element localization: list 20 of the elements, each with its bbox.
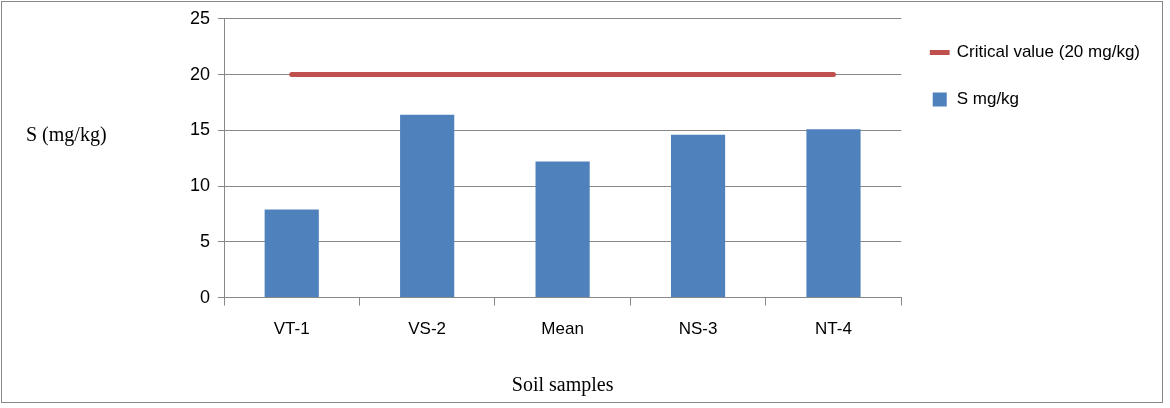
bar bbox=[535, 161, 590, 298]
bar bbox=[806, 129, 861, 298]
x-tick-label: NT-4 bbox=[815, 319, 852, 339]
y-tick-label: 25 bbox=[189, 7, 210, 28]
y-tick-label: 20 bbox=[189, 63, 210, 84]
y-tick-label: 0 bbox=[199, 286, 210, 307]
y-tick-label: 5 bbox=[199, 230, 210, 251]
y-tick-label: 15 bbox=[189, 119, 210, 140]
x-tick-label: Mean bbox=[541, 319, 584, 339]
x-tick-label: VS-2 bbox=[408, 319, 447, 339]
y-tick-label: 10 bbox=[189, 175, 210, 196]
x-tick-label: VT-1 bbox=[273, 319, 310, 339]
x-axis-title: Soil samples bbox=[511, 373, 614, 397]
bar bbox=[670, 134, 726, 298]
bar bbox=[400, 114, 455, 298]
bar bbox=[264, 209, 319, 298]
x-tick-label: NS-3 bbox=[678, 319, 718, 339]
legend-label: Critical value (20 mg/kg) bbox=[956, 42, 1140, 62]
legend-label: S mg/kg bbox=[956, 89, 1020, 109]
y-axis-title: S (mg/kg) bbox=[26, 123, 107, 147]
